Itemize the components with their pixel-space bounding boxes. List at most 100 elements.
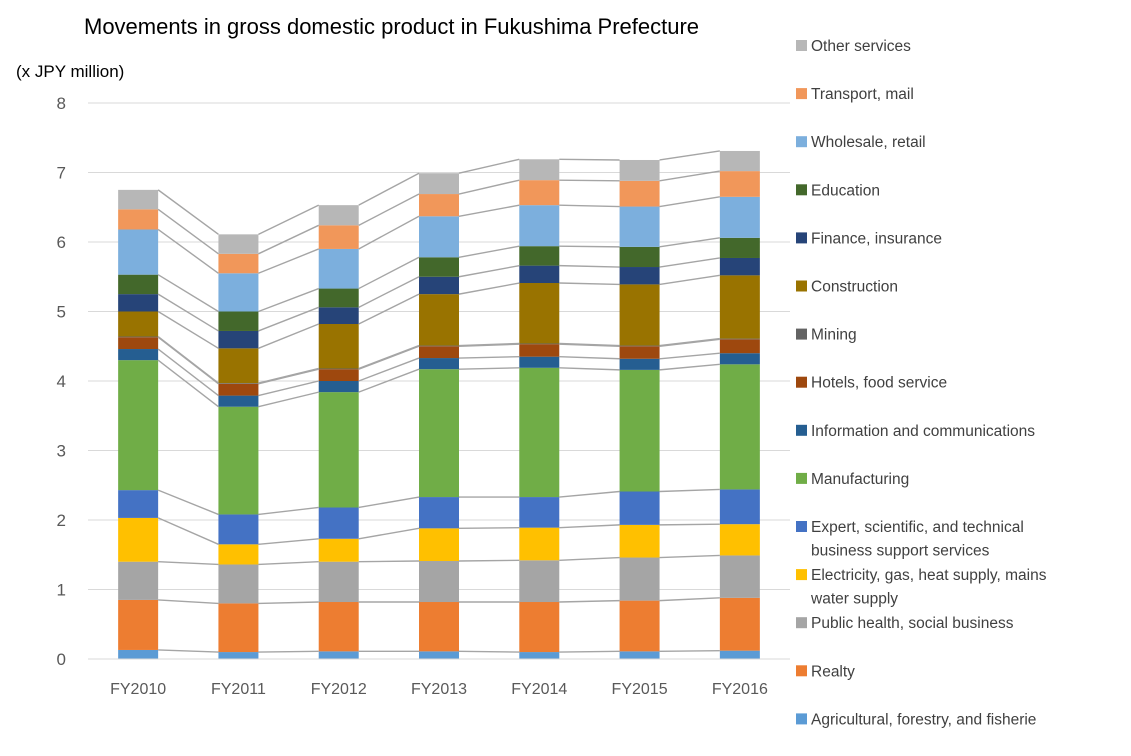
legend-label: Expert, scientific, and technical busines… — [811, 519, 1024, 560]
series-line — [559, 282, 620, 286]
bar-segment — [318, 324, 359, 369]
y-tick-label: 7 — [57, 164, 66, 183]
legend-label: Manufacturing — [811, 471, 909, 488]
legend-swatch — [796, 521, 807, 532]
bar-segment — [519, 344, 560, 357]
bar-segment — [519, 367, 560, 498]
series-line — [258, 306, 319, 332]
legend-swatch — [796, 280, 807, 292]
legend-item: Construction — [796, 279, 898, 296]
bar-segment — [118, 517, 159, 562]
legend: Other services Transport, mail Wholesale, … — [796, 38, 1047, 728]
bar-segment — [519, 159, 560, 181]
series-line — [559, 264, 620, 268]
bar-segment — [419, 369, 459, 498]
bar-segment — [619, 651, 660, 659]
legend-label: Finance, insurance — [811, 230, 942, 247]
bar-segment — [719, 150, 760, 172]
series-line — [158, 649, 219, 653]
bar-segment — [318, 538, 359, 562]
x-tick-label: FY2011 — [211, 681, 266, 698]
legend-swatch — [796, 665, 807, 677]
series-line — [458, 650, 520, 653]
series-line — [559, 367, 620, 371]
legend-swatch — [796, 472, 807, 484]
bar-segment — [619, 159, 660, 181]
series-line — [157, 228, 219, 274]
bar-segment — [619, 246, 660, 268]
series-line — [659, 352, 720, 360]
series-line — [358, 496, 420, 509]
series-line — [458, 245, 520, 258]
bar-segment — [318, 651, 359, 659]
legend-label-line: Realty — [811, 663, 855, 680]
legend-label: Information and communications — [811, 423, 1035, 440]
series-line — [659, 196, 720, 208]
series-line — [659, 274, 720, 286]
bar-segment — [318, 307, 359, 325]
y-tick-label: 3 — [57, 442, 66, 461]
bar-series — [118, 237, 760, 331]
series-line — [458, 342, 520, 347]
series-line — [358, 368, 420, 393]
series-line — [157, 489, 219, 516]
bar-segment — [719, 257, 760, 276]
series-line — [157, 517, 219, 545]
series-line — [659, 237, 720, 248]
y-tick-label: 8 — [57, 94, 66, 113]
bar-series — [118, 257, 760, 349]
bar-segment — [619, 345, 660, 347]
bar-segment — [719, 555, 760, 598]
legend-label-line: Finance, insurance — [811, 230, 942, 247]
series-line — [659, 649, 720, 653]
series-line — [659, 554, 720, 559]
legend-item: Mining — [796, 327, 857, 344]
legend-label-line: business support services — [811, 543, 990, 560]
series-line — [559, 599, 620, 603]
legend-item: Transport, mail — [796, 86, 914, 103]
bar-segment — [619, 206, 660, 247]
x-tick-label: FY2013 — [411, 681, 467, 698]
legend-label: Wholesale, retail — [811, 134, 926, 151]
bar-segment — [118, 336, 159, 338]
bar-segment — [419, 216, 459, 258]
bar-series — [118, 349, 760, 407]
bar-segment — [419, 346, 459, 359]
y-tick-label: 4 — [57, 372, 66, 391]
y-tick-label: 6 — [57, 233, 66, 252]
y-tick-label: 1 — [57, 581, 66, 600]
legend-item: Education — [796, 182, 880, 199]
bar-segment — [519, 205, 560, 247]
bar-segment — [118, 209, 159, 230]
legend-label: Transport, mail — [811, 86, 914, 103]
bar-segment — [218, 564, 259, 604]
legend-label-line: Electricity, gas, heat supply, mains — [811, 567, 1047, 584]
bar-segment — [419, 345, 459, 347]
series-line — [458, 282, 520, 295]
bar-segment — [519, 602, 560, 653]
bar-segment — [318, 248, 359, 289]
bar-series — [118, 649, 760, 659]
y-axis-unit-label: (x JPY million) — [16, 62, 125, 81]
legend-label-line: Agricultural, forestry, and fisherie — [811, 711, 1036, 728]
series-line — [258, 650, 319, 653]
bar-segment — [719, 353, 760, 365]
bar-segment — [218, 406, 259, 515]
bar-series — [118, 555, 760, 604]
series-line — [158, 561, 219, 566]
bar-segment — [719, 650, 760, 659]
bar-segment — [218, 234, 259, 254]
series-line — [157, 293, 219, 332]
bar-segment — [619, 358, 660, 370]
series-line — [258, 538, 319, 546]
legend-swatch — [796, 40, 807, 51]
legend-label-line: Wholesale, retail — [811, 134, 926, 151]
y-tick-label: 5 — [57, 303, 66, 322]
bar-series — [118, 150, 760, 254]
legend-item: Other services — [796, 38, 911, 55]
legend-item: Agricultural, forestry, and fisherie — [796, 711, 1036, 728]
series-line — [157, 189, 219, 235]
legend-label-line: Information and communications — [811, 423, 1035, 440]
series-line — [358, 344, 420, 370]
series-line — [258, 224, 320, 255]
